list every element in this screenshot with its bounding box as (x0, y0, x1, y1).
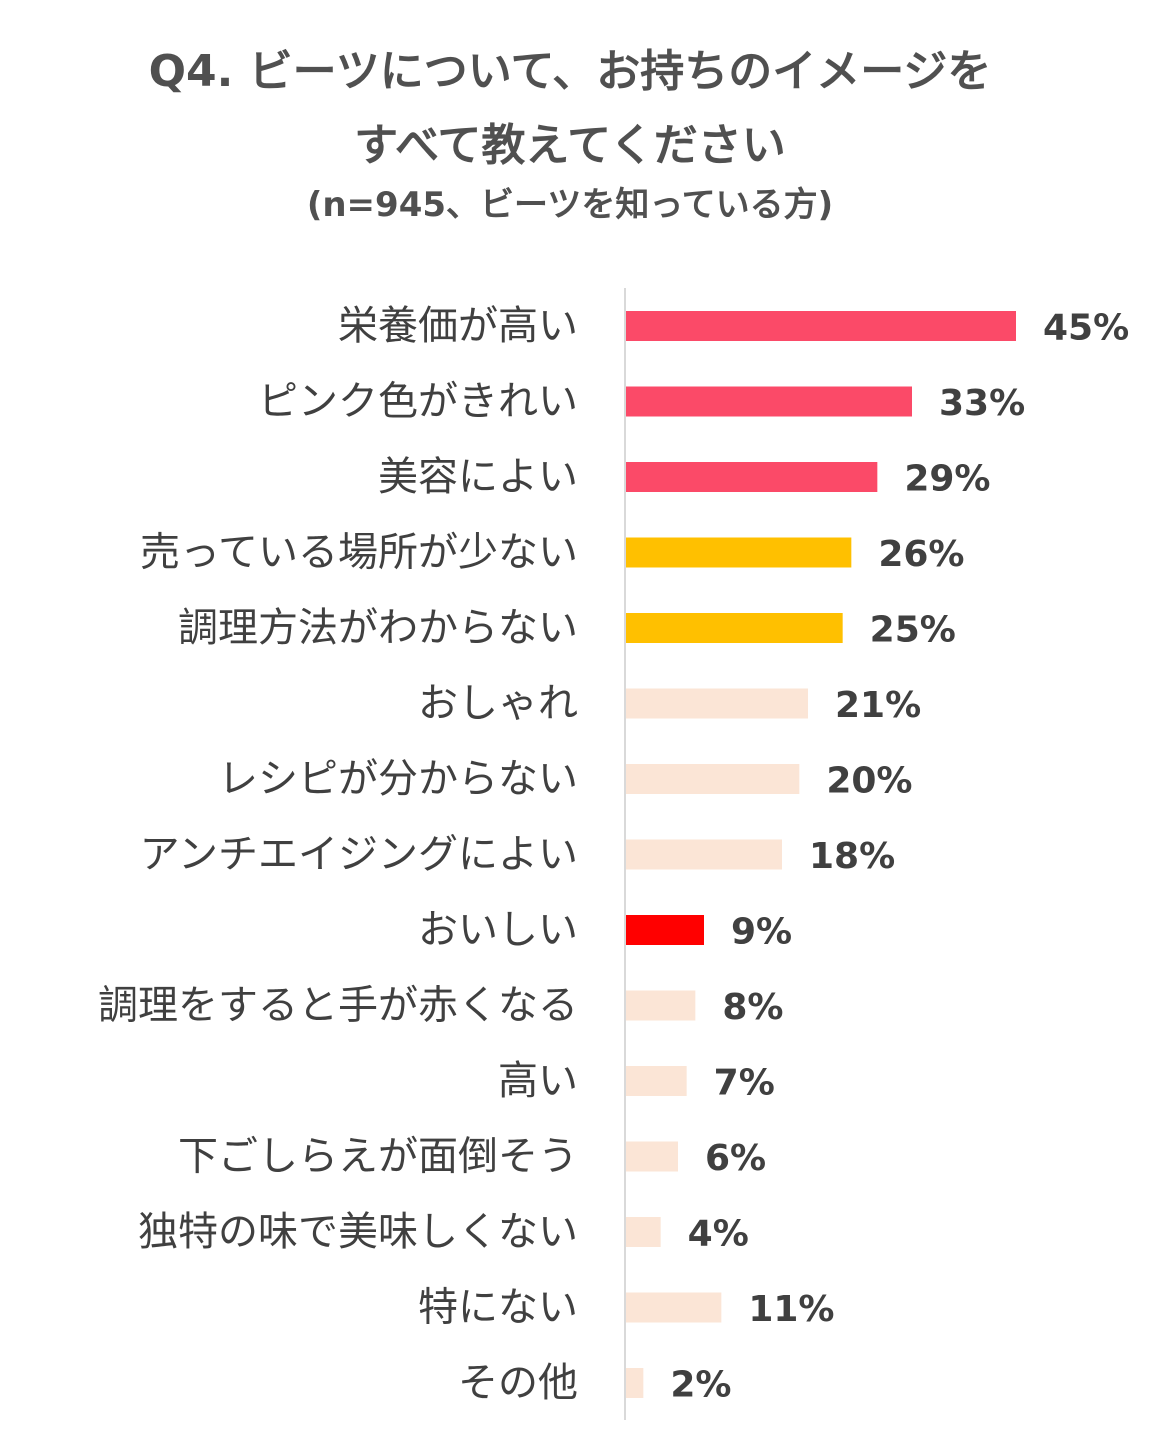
category-label: おしゃれ (418, 681, 578, 727)
bar (626, 688, 808, 719)
bar (626, 1217, 661, 1247)
bar-row: 美容によい 29% (378, 454, 991, 500)
value-label: 6% (705, 1138, 766, 1179)
chart-subtitle: (n=945、ビーツを知っている方) (306, 185, 834, 225)
bar (626, 613, 843, 643)
chart-title-line-2: すべて教えてください (354, 120, 786, 171)
value-label: 21% (835, 685, 921, 726)
bar (626, 915, 704, 945)
category-label: レシピが分からない (218, 756, 578, 802)
bar-row: アンチエイジングによい 18% (140, 832, 896, 878)
bar-row: ピンク色がきれい 33% (258, 379, 1025, 425)
value-label: 4% (688, 1214, 749, 1255)
value-label: 20% (826, 761, 912, 802)
category-label: 栄養価が高い (338, 303, 578, 349)
bar-row: その他 2% (458, 1360, 731, 1406)
bar-row: 独特の味で美味しくない 4% (138, 1209, 749, 1255)
bar-row: 調理をすると手が赤くなる 8% (98, 983, 783, 1029)
value-label: 9% (731, 912, 792, 953)
category-label: アンチエイジングによい (140, 832, 578, 878)
bar-row: 下ごしらえが面倒そう 6% (178, 1134, 766, 1180)
category-label: 調理方法がわからない (178, 605, 578, 651)
category-label: 高い (498, 1058, 578, 1104)
bar (626, 311, 1016, 341)
bar-row: おしゃれ 21% (418, 681, 921, 727)
category-label: おいしい (418, 907, 578, 953)
bar-row: 売っている場所が少ない 26% (140, 530, 965, 576)
bar (626, 990, 696, 1021)
category-label: 独特の味で美味しくない (138, 1209, 578, 1255)
bar-row: 栄養価が高い 45% (338, 303, 1129, 349)
bar (626, 462, 878, 492)
bar (626, 1368, 644, 1398)
bar (626, 1292, 722, 1323)
category-label: 特にない (418, 1285, 578, 1331)
bar-row: おいしい 9% (418, 907, 792, 953)
bar (626, 839, 782, 870)
category-label: ピンク色がきれい (258, 379, 578, 425)
value-label: 11% (748, 1289, 834, 1330)
bar (626, 764, 800, 794)
bar (626, 537, 852, 568)
chart-title-line-1: Q4. ビーツについて、お持ちのイメージを (148, 46, 992, 97)
value-label: 18% (809, 836, 895, 877)
category-label: 調理をすると手が赤くなる (98, 983, 578, 1029)
bar (626, 1141, 678, 1172)
bar-row: 高い 7% (498, 1058, 775, 1104)
value-label: 8% (722, 987, 783, 1028)
category-label: 美容によい (378, 454, 578, 500)
value-label: 7% (714, 1063, 775, 1104)
value-label: 33% (939, 383, 1025, 424)
value-label: 2% (670, 1365, 731, 1406)
bar-row: レシピが分からない 20% (218, 756, 913, 802)
category-label: その他 (458, 1360, 578, 1406)
value-label: 25% (870, 610, 956, 651)
bar-row: 特にない 11% (418, 1285, 835, 1331)
value-label: 45% (1043, 308, 1129, 349)
value-label: 26% (878, 534, 964, 575)
value-label: 29% (904, 459, 990, 500)
category-label: 売っている場所が少ない (140, 530, 578, 576)
bar (626, 1066, 687, 1096)
category-label: 下ごしらえが面倒そう (178, 1134, 578, 1180)
bar-row: 調理方法がわからない 25% (178, 605, 956, 651)
bar (626, 386, 912, 417)
